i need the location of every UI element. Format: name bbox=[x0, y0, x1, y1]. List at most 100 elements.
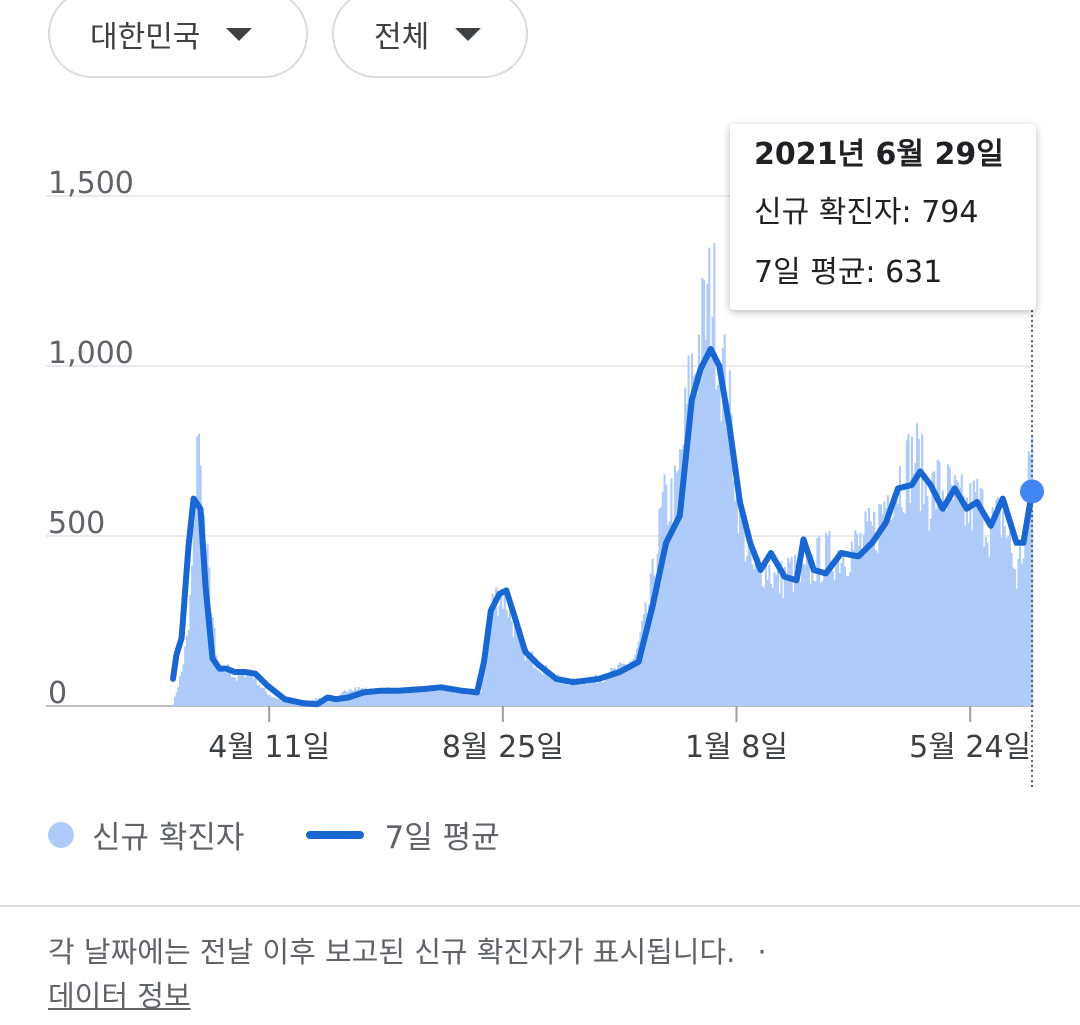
case-bar bbox=[225, 671, 228, 706]
case-bar bbox=[787, 557, 790, 706]
case-bar bbox=[804, 564, 807, 706]
case-bar bbox=[587, 682, 591, 706]
case-bar bbox=[692, 376, 695, 706]
case-bar bbox=[958, 487, 962, 706]
case-bar bbox=[215, 655, 218, 706]
case-bar bbox=[594, 674, 597, 706]
case-bar bbox=[477, 691, 481, 706]
case-bar bbox=[527, 653, 530, 706]
cases-chart[interactable]: 0 500 1,000 1,500 4월 11일 8월 25일 1월 8일 5월 24일 bbox=[0, 0, 1080, 800]
case-bar bbox=[498, 605, 501, 706]
case-bar bbox=[703, 279, 706, 706]
case-bar bbox=[460, 692, 463, 706]
case-bar bbox=[367, 690, 371, 706]
y-tick-label: 1,000 bbox=[48, 336, 134, 371]
case-bar bbox=[410, 686, 414, 706]
case-bar bbox=[989, 524, 993, 706]
case-bar bbox=[1003, 525, 1006, 706]
case-bar bbox=[799, 582, 802, 706]
case-bar bbox=[249, 673, 252, 706]
case-bar bbox=[505, 610, 508, 706]
case-bar bbox=[1008, 531, 1011, 706]
case-bar bbox=[199, 465, 202, 706]
case-bar bbox=[270, 696, 273, 706]
case-bar bbox=[271, 697, 274, 706]
case-bar bbox=[1005, 538, 1008, 706]
case-bar bbox=[855, 533, 859, 706]
region-filter-chip[interactable]: 대한민국 bbox=[48, 0, 308, 78]
case-bar bbox=[890, 519, 893, 706]
case-bar bbox=[706, 283, 709, 706]
case-bar bbox=[622, 664, 625, 706]
case-bar bbox=[637, 641, 640, 706]
case-bar bbox=[773, 572, 776, 706]
case-bar bbox=[981, 489, 984, 706]
case-bar bbox=[613, 667, 616, 706]
case-bar bbox=[544, 664, 548, 706]
case-bar bbox=[383, 687, 386, 706]
case-bar bbox=[946, 464, 950, 706]
case-bar bbox=[732, 480, 735, 706]
case-bar bbox=[556, 674, 560, 706]
data-info-link[interactable]: 데이터 정보 bbox=[48, 979, 191, 1013]
case-bar bbox=[380, 687, 383, 706]
case-bar bbox=[883, 501, 886, 706]
tooltip-cases-label: 신규 확진자: bbox=[754, 195, 912, 230]
case-bar bbox=[649, 573, 652, 706]
case-bar bbox=[809, 583, 812, 706]
case-bar bbox=[974, 492, 977, 706]
case-bar bbox=[828, 530, 831, 706]
case-bar bbox=[833, 580, 836, 706]
case-bar bbox=[689, 409, 692, 706]
case-bar bbox=[885, 508, 888, 706]
case-bar bbox=[254, 674, 257, 706]
case-bar bbox=[1010, 552, 1013, 706]
case-bar bbox=[395, 690, 398, 706]
case-bar bbox=[539, 672, 542, 706]
case-bar bbox=[570, 679, 573, 706]
case-bar bbox=[718, 365, 721, 706]
case-bar bbox=[467, 693, 470, 706]
case-bar bbox=[292, 702, 295, 706]
footer-note-text: 각 날짜에는 전날 이후 보고된 신규 확진자가 표시됩니다. bbox=[48, 935, 736, 969]
case-bar bbox=[489, 608, 493, 706]
case-bar bbox=[488, 613, 491, 706]
case-bar bbox=[866, 521, 869, 706]
case-bar bbox=[452, 691, 455, 706]
case-bar bbox=[551, 674, 554, 706]
case-bar bbox=[593, 679, 596, 706]
case-bar bbox=[261, 687, 264, 706]
case-bar bbox=[472, 692, 475, 706]
legend-line-label: 7일 평균 bbox=[384, 820, 500, 856]
case-bar bbox=[280, 700, 283, 706]
case-bar bbox=[838, 573, 841, 706]
case-bar bbox=[431, 688, 434, 706]
case-bar bbox=[967, 522, 970, 706]
case-bar bbox=[603, 681, 606, 706]
case-bar bbox=[508, 608, 511, 706]
case-bar bbox=[239, 675, 242, 706]
case-bar bbox=[536, 669, 539, 706]
case-bar bbox=[754, 558, 757, 706]
case-bar bbox=[407, 691, 410, 706]
case-bar bbox=[218, 666, 221, 706]
average-line bbox=[170, 346, 1035, 708]
case-bar bbox=[483, 661, 486, 706]
case-bar bbox=[926, 495, 929, 706]
case-bar bbox=[381, 692, 384, 706]
scope-filter-chip[interactable]: 전체 bbox=[332, 0, 528, 78]
case-bar bbox=[886, 495, 889, 706]
case-bar bbox=[708, 247, 711, 706]
case-bar bbox=[459, 690, 462, 706]
case-bar bbox=[240, 672, 243, 706]
case-bar bbox=[457, 689, 460, 706]
case-bar bbox=[928, 530, 931, 706]
case-bar bbox=[282, 700, 285, 706]
case-bar bbox=[816, 537, 819, 706]
case-bar bbox=[795, 575, 798, 706]
case-bar bbox=[445, 689, 448, 706]
case-bar bbox=[759, 562, 762, 706]
case-bar bbox=[780, 561, 783, 706]
case-bar bbox=[663, 474, 666, 706]
case-bar bbox=[252, 678, 256, 706]
